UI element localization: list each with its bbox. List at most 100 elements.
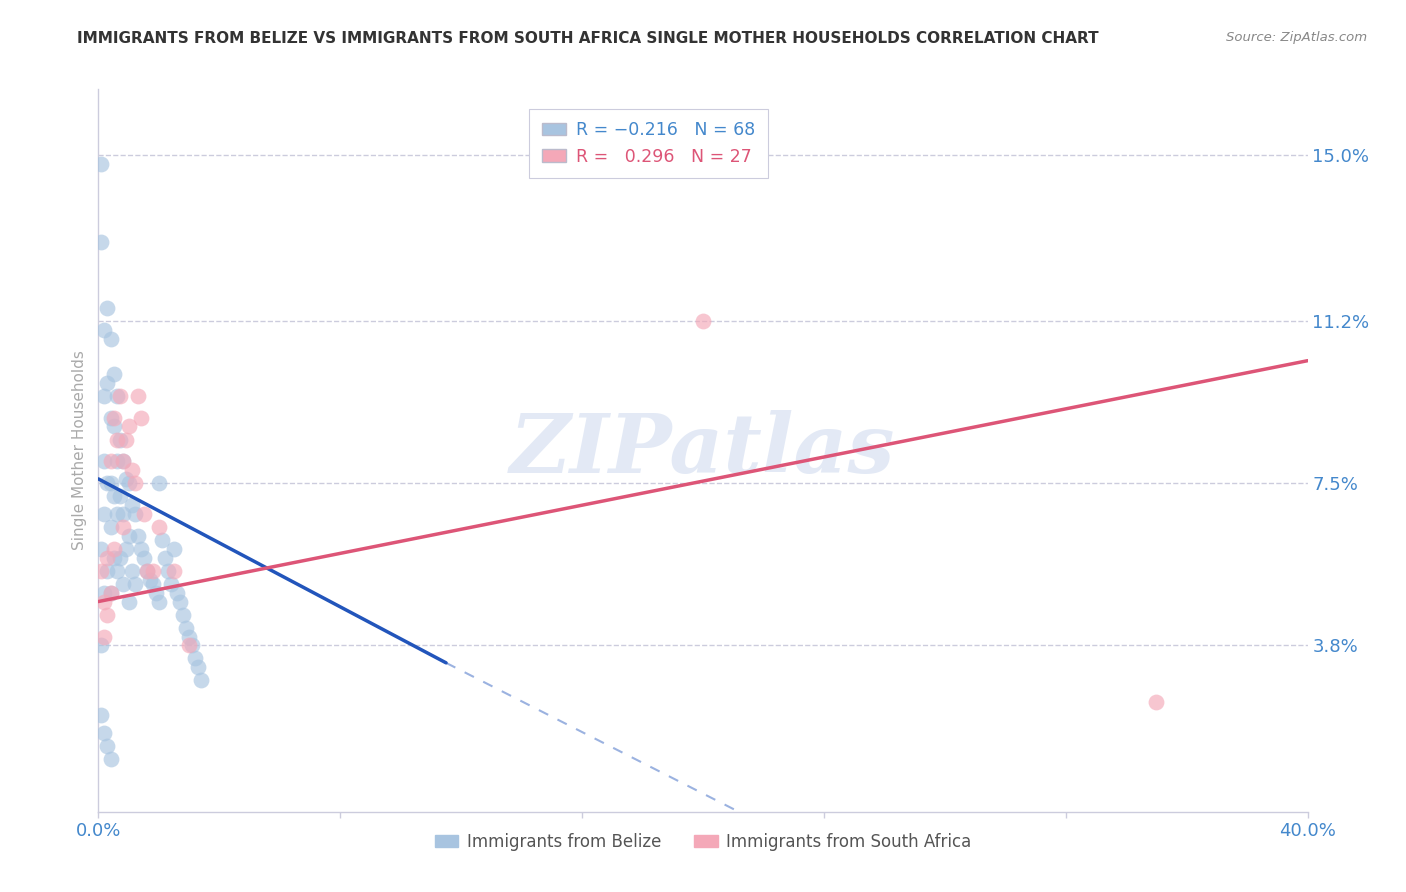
Point bbox=[121, 564, 143, 578]
Point bbox=[166, 586, 188, 600]
Point bbox=[100, 586, 122, 600]
Point bbox=[135, 564, 157, 578]
Point bbox=[111, 507, 134, 521]
Point bbox=[100, 454, 122, 468]
Point bbox=[124, 507, 146, 521]
Point bbox=[142, 577, 165, 591]
Legend: Immigrants from Belize, Immigrants from South Africa: Immigrants from Belize, Immigrants from … bbox=[429, 826, 977, 857]
Point bbox=[108, 490, 131, 504]
Point bbox=[103, 490, 125, 504]
Point bbox=[96, 607, 118, 622]
Point bbox=[105, 564, 128, 578]
Point bbox=[111, 520, 134, 534]
Point bbox=[90, 564, 112, 578]
Point bbox=[96, 564, 118, 578]
Point bbox=[103, 550, 125, 565]
Point bbox=[96, 376, 118, 390]
Point bbox=[93, 630, 115, 644]
Point bbox=[105, 507, 128, 521]
Point bbox=[96, 739, 118, 753]
Point bbox=[93, 507, 115, 521]
Point bbox=[100, 410, 122, 425]
Point bbox=[93, 389, 115, 403]
Text: IMMIGRANTS FROM BELIZE VS IMMIGRANTS FROM SOUTH AFRICA SINGLE MOTHER HOUSEHOLDS : IMMIGRANTS FROM BELIZE VS IMMIGRANTS FRO… bbox=[77, 31, 1099, 46]
Point bbox=[121, 498, 143, 512]
Point bbox=[118, 594, 141, 608]
Point bbox=[90, 708, 112, 723]
Point bbox=[156, 564, 179, 578]
Point bbox=[127, 389, 149, 403]
Point bbox=[148, 594, 170, 608]
Text: Source: ZipAtlas.com: Source: ZipAtlas.com bbox=[1226, 31, 1367, 45]
Point bbox=[129, 541, 152, 556]
Point bbox=[93, 594, 115, 608]
Point bbox=[105, 454, 128, 468]
Point bbox=[108, 550, 131, 565]
Point bbox=[111, 454, 134, 468]
Point bbox=[118, 419, 141, 434]
Y-axis label: Single Mother Households: Single Mother Households bbox=[72, 351, 87, 550]
Point bbox=[190, 673, 212, 688]
Point bbox=[124, 577, 146, 591]
Point bbox=[114, 433, 136, 447]
Point bbox=[1144, 695, 1167, 709]
Point bbox=[132, 507, 155, 521]
Point bbox=[103, 419, 125, 434]
Point bbox=[108, 389, 131, 403]
Point bbox=[100, 752, 122, 766]
Point bbox=[100, 332, 122, 346]
Point bbox=[96, 476, 118, 491]
Point bbox=[179, 630, 201, 644]
Point bbox=[96, 550, 118, 565]
Point bbox=[100, 520, 122, 534]
Point bbox=[150, 533, 173, 548]
Point bbox=[132, 550, 155, 565]
Point bbox=[93, 323, 115, 337]
Point bbox=[111, 577, 134, 591]
Point bbox=[127, 529, 149, 543]
Point bbox=[90, 235, 112, 250]
Point bbox=[93, 586, 115, 600]
Point bbox=[139, 573, 162, 587]
Point bbox=[184, 651, 207, 665]
Point bbox=[114, 472, 136, 486]
Point bbox=[153, 550, 176, 565]
Point bbox=[103, 410, 125, 425]
Point bbox=[148, 520, 170, 534]
Point bbox=[142, 564, 165, 578]
Point bbox=[90, 638, 112, 652]
Point bbox=[103, 541, 125, 556]
Point bbox=[111, 454, 134, 468]
Point bbox=[160, 577, 183, 591]
Point bbox=[118, 476, 141, 491]
Point bbox=[100, 586, 122, 600]
Point bbox=[169, 594, 191, 608]
Point bbox=[114, 541, 136, 556]
Point bbox=[145, 586, 167, 600]
Point bbox=[172, 607, 194, 622]
Point bbox=[163, 541, 186, 556]
Point bbox=[93, 454, 115, 468]
Point bbox=[124, 476, 146, 491]
Point bbox=[100, 476, 122, 491]
Point bbox=[103, 367, 125, 381]
Point bbox=[129, 410, 152, 425]
Point bbox=[105, 389, 128, 403]
Point bbox=[179, 638, 201, 652]
Point bbox=[93, 726, 115, 740]
Point bbox=[90, 156, 112, 170]
Point bbox=[187, 660, 209, 674]
Point bbox=[105, 433, 128, 447]
Point bbox=[121, 463, 143, 477]
Point bbox=[108, 433, 131, 447]
Point bbox=[181, 638, 204, 652]
Text: ZIPatlas: ZIPatlas bbox=[510, 410, 896, 491]
Point bbox=[96, 301, 118, 315]
Point bbox=[163, 564, 186, 578]
Point bbox=[692, 314, 714, 328]
Point bbox=[135, 564, 157, 578]
Point bbox=[90, 541, 112, 556]
Point bbox=[118, 529, 141, 543]
Point bbox=[148, 476, 170, 491]
Point bbox=[174, 621, 197, 635]
